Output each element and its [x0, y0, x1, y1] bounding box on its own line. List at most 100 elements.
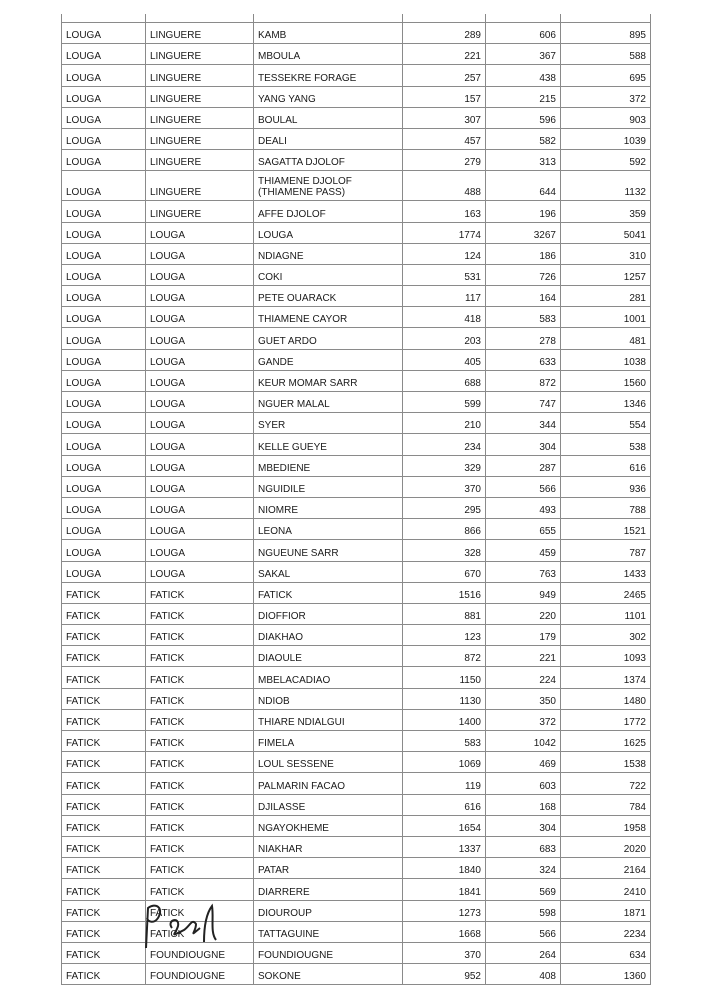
value-2-cell: 264 [485, 941, 561, 965]
table-row: FATICK FOUNDIOUGNE SOKONE 952 408 1360 [61, 963, 651, 985]
commune-cell: NDIAGNE [253, 242, 403, 265]
region-cell: LOUGA [61, 149, 146, 172]
region-cell: LOUGA [61, 560, 146, 583]
region-cell: LOUGA [61, 454, 146, 477]
value-1-cell: 881 [402, 602, 486, 626]
total-cell: 554 [560, 412, 651, 435]
table-row: LOUGA LINGUERE THIAMENE DJOLOF (THIAMENE P… [61, 170, 651, 202]
table-border [402, 14, 403, 22]
commune-cell: NGUER MALAL [253, 390, 403, 414]
value-1-cell: 1069 [402, 751, 486, 774]
value-1-cell: 221 [402, 43, 486, 66]
region-cell: LOUGA [61, 263, 146, 287]
total-cell: 784 [560, 793, 651, 816]
total-cell: 1521 [560, 518, 651, 541]
region-cell: FATICK [61, 645, 146, 668]
table-row: LOUGA LOUGA SAKAL 670 763 1433 [61, 560, 651, 583]
department-cell: LOUGA [145, 454, 254, 477]
table-row: LOUGA LOUGA NDIAGNE 124 186 310 [61, 242, 651, 265]
commune-cell: THIAMENE CAYOR [253, 306, 403, 329]
department-cell: FATICK [145, 857, 254, 880]
total-cell: 1538 [560, 751, 651, 774]
department-cell: FATICK [145, 602, 254, 626]
department-cell: LINGUERE [145, 64, 254, 87]
value-2-cell: 367 [485, 43, 561, 66]
department-cell: FATICK [145, 793, 254, 816]
value-1-cell: 117 [402, 285, 486, 308]
table-row: LOUGA LOUGA NIOMRE 295 493 788 [61, 496, 651, 520]
value-1-cell: 370 [402, 941, 486, 965]
department-cell: FATICK [145, 666, 254, 689]
department-cell: FATICK [145, 814, 254, 837]
table-row: LOUGA LINGUERE BOULAL 307 596 903 [61, 106, 651, 129]
commune-cell: PETE OUARACK [253, 285, 403, 308]
commune-cell: BOULAL [253, 106, 403, 129]
region-cell: LOUGA [61, 348, 146, 371]
department-cell: LOUGA [145, 306, 254, 329]
value-1-cell: 457 [402, 127, 486, 151]
region-cell: LOUGA [61, 306, 146, 329]
total-cell: 1132 [560, 170, 651, 202]
value-1-cell: 295 [402, 496, 486, 520]
region-cell: LOUGA [61, 327, 146, 350]
table-row: LOUGA LINGUERE TESSEKRE FORAGE 257 438 695 [61, 64, 651, 87]
region-cell: FATICK [61, 814, 146, 837]
commune-cell: COKI [253, 263, 403, 287]
commune-cell: NDIOB [253, 687, 403, 710]
value-2-cell: 215 [485, 85, 561, 108]
commune-cell: KEUR MOMAR SARR [253, 369, 403, 393]
value-1-cell: 1841 [402, 878, 486, 901]
value-2-cell: 655 [485, 518, 561, 541]
department-cell: LOUGA [145, 475, 254, 498]
total-cell: 634 [560, 941, 651, 965]
department-cell: LINGUERE [145, 43, 254, 66]
commune-cell: DEALI [253, 127, 403, 151]
commune-cell: NGAYOKHEME [253, 814, 403, 837]
value-2-cell: 186 [485, 242, 561, 265]
total-cell: 695 [560, 64, 651, 87]
total-cell: 302 [560, 624, 651, 647]
department-cell: FATICK [145, 624, 254, 647]
total-cell: 1374 [560, 666, 651, 689]
commune-cell: DJILASSE [253, 793, 403, 816]
region-cell: LOUGA [61, 127, 146, 151]
total-cell: 1560 [560, 369, 651, 393]
total-cell: 1001 [560, 306, 651, 329]
table-row: LOUGA LOUGA COKI 531 726 1257 [61, 263, 651, 287]
value-1-cell: 289 [402, 21, 486, 45]
commune-cell: DIAOULE [253, 645, 403, 668]
commune-cell: KAMB [253, 21, 403, 45]
value-1-cell: 279 [402, 149, 486, 172]
value-1-cell: 599 [402, 390, 486, 414]
department-cell: LOUGA [145, 242, 254, 265]
commune-cell: THIAMENE DJOLOF (THIAMENE PASS) [253, 170, 403, 202]
results-table: LOUGA LINGUERE KAMB 289 606 895 LOUGA LINGUERE M… [61, 21, 651, 985]
value-1-cell: 124 [402, 242, 486, 265]
value-2-cell: 606 [485, 21, 561, 45]
department-cell: LINGUERE [145, 127, 254, 151]
commune-cell: GANDE [253, 348, 403, 371]
commune-cell: LOUL SESSENE [253, 751, 403, 774]
department-cell: FATICK [145, 835, 254, 859]
total-cell: 1625 [560, 729, 651, 753]
table-row: FATICK FATICK NGAYOKHEME 1654 304 1958 [61, 814, 651, 837]
value-2-cell: 1042 [485, 729, 561, 753]
table-row: LOUGA LINGUERE SAGATTA DJOLOF 279 313 592 [61, 149, 651, 172]
total-cell: 1871 [560, 899, 651, 922]
region-cell: FATICK [61, 687, 146, 710]
department-cell: LOUGA [145, 433, 254, 456]
total-cell: 1433 [560, 560, 651, 583]
value-2-cell: 459 [485, 539, 561, 562]
department-cell: LOUGA [145, 412, 254, 435]
table-row: LOUGA LINGUERE MBOULA 221 367 588 [61, 43, 651, 66]
commune-cell: NIAKHAR [253, 835, 403, 859]
table-border [253, 14, 254, 22]
value-2-cell: 408 [485, 963, 561, 985]
value-2-cell: 763 [485, 560, 561, 583]
department-cell: FATICK [145, 772, 254, 795]
commune-cell: MBELACADIAO [253, 666, 403, 689]
value-2-cell: 196 [485, 200, 561, 223]
table-row: FATICK FATICK DIARRERE 1841 569 2410 [61, 878, 651, 901]
total-cell: 1346 [560, 390, 651, 414]
value-2-cell: 221 [485, 645, 561, 668]
